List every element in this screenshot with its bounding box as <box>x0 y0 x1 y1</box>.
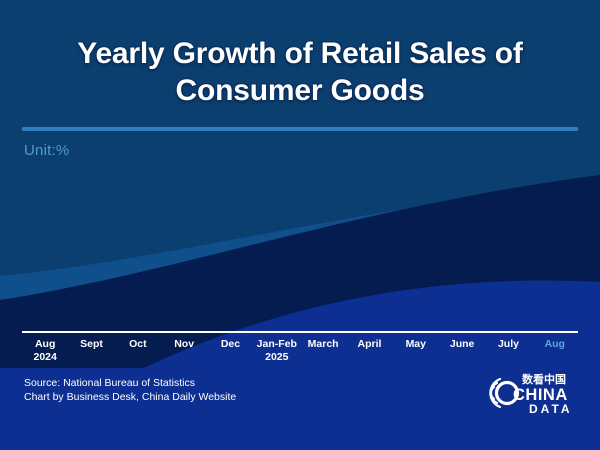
x-axis-tick-sublabel: 2025 <box>265 351 289 363</box>
x-axis-line <box>22 331 578 333</box>
footer-attribution: Source: National Bureau of Statistics Ch… <box>24 376 236 404</box>
x-axis-tick: Dec <box>207 336 253 370</box>
x-axis-tick: May <box>393 336 439 370</box>
x-axis-tick-labels: Aug 2024 Sept Oct Nov Dec Jan-Feb 2025 M… <box>22 336 578 370</box>
x-axis-tick-sublabel: 2024 <box>33 351 57 363</box>
x-axis-tick-label: March <box>307 338 339 350</box>
x-axis-tick: Aug 2024 <box>22 336 68 370</box>
chart-series-layer <box>22 165 578 330</box>
x-axis-tick: Nov <box>161 336 207 370</box>
x-axis-tick-label: Dec <box>220 338 241 350</box>
x-axis-tick-current: Aug <box>532 336 578 370</box>
x-axis-tick-label: May <box>405 338 426 350</box>
x-axis-tick: June <box>439 336 485 370</box>
page-title: Yearly Growth of Retail Sales of Consume… <box>0 0 600 109</box>
x-axis-tick-label: Sept <box>80 338 103 350</box>
logo-secondary-text: DATA <box>529 402 573 416</box>
x-axis-tick-label: July <box>497 338 519 350</box>
x-axis-tick-label: Nov <box>174 338 195 350</box>
chart-plot-area <box>22 165 578 330</box>
x-axis-tick-label: Aug <box>34 338 56 350</box>
x-axis-tick-label: Oct <box>129 338 147 350</box>
x-axis-tick: March <box>300 336 346 370</box>
x-axis-tick: Jan-Feb 2025 <box>254 336 300 370</box>
x-axis-tick-label: June <box>449 338 475 350</box>
header: Yearly Growth of Retail Sales of Consume… <box>0 0 600 109</box>
x-axis-tick-label: Jan-Feb <box>256 338 297 350</box>
title-divider <box>22 127 578 131</box>
x-axis-tick-label: April <box>357 338 382 350</box>
page-title-line-2: Consumer Goods <box>175 73 425 107</box>
x-axis-tick: Oct <box>115 336 161 370</box>
x-axis-tick: Sept <box>68 336 114 370</box>
x-axis-tick: July <box>485 336 531 370</box>
logo-artwork: 数看中国 CHINA DATA <box>489 372 573 416</box>
china-data-logo: 数看中国 CHINA DATA <box>480 370 592 416</box>
signal-wave-icon <box>489 377 502 409</box>
logo-chinese-text: 数看中国 <box>522 372 566 386</box>
x-axis-tick-label: Aug <box>544 338 565 350</box>
x-axis-tick: April <box>346 336 392 370</box>
credit-text: Chart by Business Desk, China Daily Webs… <box>24 391 237 403</box>
page-title-line-1: Yearly Growth of Retail Sales of <box>77 37 523 70</box>
logo-circle-icon <box>494 380 520 406</box>
unit-label: Unit:% <box>24 142 70 159</box>
logo-primary-text: CHINA <box>513 386 568 404</box>
source-text: Source: National Bureau of Statistics <box>24 377 196 389</box>
